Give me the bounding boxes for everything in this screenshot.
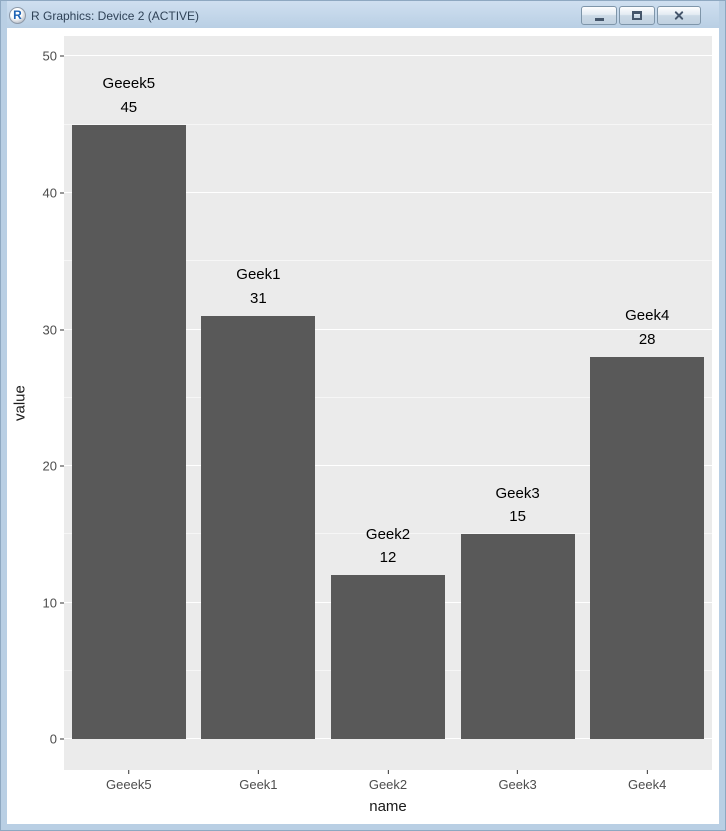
minor-gridline xyxy=(64,260,712,262)
bar-label-value: 31 xyxy=(250,289,267,307)
x-tick-mark xyxy=(646,770,648,774)
window-controls xyxy=(581,6,701,25)
bar-label: Geek1 31 xyxy=(236,263,280,310)
x-tick-text: Geek2 xyxy=(368,777,408,792)
y-axis-ticks: 0 10 20 30 40 50 xyxy=(30,36,64,770)
major-gridline xyxy=(64,192,712,194)
close-button[interactable] xyxy=(657,6,701,25)
x-axis-title: name xyxy=(369,798,407,815)
x-tick-mark xyxy=(128,770,130,774)
x-tick-text: Geek1 xyxy=(239,777,278,792)
y-tick-text: 30 xyxy=(42,322,57,338)
close-icon xyxy=(674,10,685,21)
major-gridline xyxy=(64,328,712,330)
window-title: R Graphics: Device 2 (ACTIVE) xyxy=(31,8,200,23)
minimize-icon xyxy=(594,18,604,21)
x-tick-text: Geek4 xyxy=(628,777,667,792)
major-gridline xyxy=(64,465,712,467)
minor-gridline xyxy=(64,396,712,398)
major-gridline xyxy=(64,55,712,57)
x-tick-text: Geek3 xyxy=(498,777,537,792)
bar xyxy=(330,575,446,740)
r-logo-icon: R xyxy=(9,7,26,24)
y-tick-mark xyxy=(60,55,64,57)
minimize-button[interactable] xyxy=(581,6,617,25)
bar xyxy=(71,124,186,740)
x-tick-label: Geek4 xyxy=(628,770,666,792)
x-tick-label: Geek3 xyxy=(498,770,537,792)
minor-gridline xyxy=(64,533,712,535)
minor-gridline xyxy=(64,123,712,125)
y-tick-label: 20 xyxy=(43,459,64,474)
bar-label: Geek4 28 xyxy=(625,304,669,351)
y-tick-mark xyxy=(60,192,64,194)
x-tick-mark xyxy=(257,770,259,774)
bar-label: Geek3 15 xyxy=(495,482,539,529)
x-tick-label: Geek1 xyxy=(239,770,278,792)
x-tick-text: Geeek5 xyxy=(106,777,152,792)
bar-label-value: 45 xyxy=(120,98,138,116)
bar xyxy=(201,315,316,740)
y-tick-label: 40 xyxy=(43,186,64,201)
y-tick-text: 40 xyxy=(42,185,57,201)
y-tick-text: 20 xyxy=(42,458,57,474)
bar-label-name: Geek2 xyxy=(365,525,411,543)
titlebar[interactable]: R R Graphics: Device 2 (ACTIVE) xyxy=(7,1,719,28)
bar-label-name: Geek3 xyxy=(495,484,540,502)
y-tick-label: 10 xyxy=(43,595,64,610)
maximize-button[interactable] xyxy=(619,6,655,25)
y-axis-title: value xyxy=(11,385,29,421)
bar-label-value: 28 xyxy=(638,330,656,348)
y-tick-text: 10 xyxy=(42,595,57,611)
x-tick-mark xyxy=(517,770,519,774)
plot-panel: Geeek5 45 Geek1 31 Geek2 12 Geek3 15 Geek4 28 xyxy=(64,36,712,770)
x-axis-ticks: Geeek5 Geek1 Geek2 Geek3 Geek4 xyxy=(64,770,712,796)
y-tick-label: 30 xyxy=(43,322,64,337)
y-tick-mark xyxy=(60,602,64,604)
x-tick-label: Geeek5 xyxy=(106,770,152,792)
x-tick-mark xyxy=(387,770,389,774)
y-tick-mark xyxy=(60,738,64,740)
bar-label: Geek2 12 xyxy=(366,523,410,570)
y-tick-label: 50 xyxy=(43,49,64,64)
y-tick-text: 50 xyxy=(42,48,57,64)
figure: value 0 10 20 30 40 50 Geeek5 45 Geek1 31 Geek2 12… xyxy=(7,28,719,824)
bar-label-name: Geek4 xyxy=(625,307,670,325)
y-tick-mark xyxy=(60,329,64,331)
bar xyxy=(590,356,705,740)
plot-canvas: value 0 10 20 30 40 50 Geeek5 45 Geek1 31 Geek2 12… xyxy=(7,28,719,824)
bar-label: Geeek5 45 xyxy=(103,72,156,119)
bar-label-value: 15 xyxy=(509,508,526,526)
bar-label-value: 12 xyxy=(379,549,397,567)
y-tick-mark xyxy=(60,465,64,467)
bar-label-name: Geek1 xyxy=(236,266,281,284)
x-tick-label: Geek2 xyxy=(369,770,407,792)
maximize-icon xyxy=(632,11,642,20)
y-tick-text: 0 xyxy=(49,731,57,747)
bar xyxy=(460,534,575,740)
y-tick-label: 0 xyxy=(50,732,64,747)
bar-label-name: Geeek5 xyxy=(102,75,156,93)
